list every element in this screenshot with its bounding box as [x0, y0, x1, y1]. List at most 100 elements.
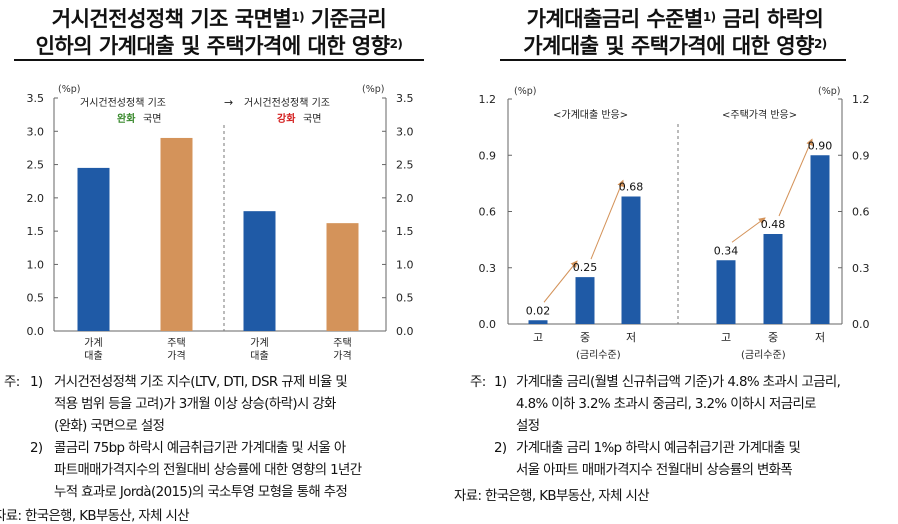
- left-title-sup2: 2): [389, 37, 403, 51]
- left-title-line2: 인하의 가계대출 및 주택가격에 대한 영향: [35, 34, 391, 58]
- right-title-sup2: 2): [813, 37, 827, 51]
- right-trend-arrow: [778, 138, 813, 217]
- left-y2-tick-label: 3.5: [396, 92, 414, 105]
- right-x-tick-label: 저: [626, 331, 636, 344]
- left-annotation-arrow: →: [224, 96, 233, 109]
- right-x-tick-label: 저: [815, 331, 825, 344]
- note-text: 거시건전성정책 기조 지수(LTV, DTI, DSR 규제 비율 및: [54, 375, 348, 390]
- right-title-line1-rest: 금리 하락의: [715, 7, 824, 31]
- note-prefix: 주:: [470, 375, 486, 390]
- left-x-tick-label: 가계: [84, 337, 102, 349]
- left-annotation-tightening-word: 강화: [277, 112, 296, 125]
- note-line: 적용 범위 등을 고려)가 3개월 이상 상승(하락)시 강화: [4, 394, 444, 416]
- note-line: 2) 콜금리 75bp 하락시 예금취급기관 가계대출 및 서울 아: [4, 438, 444, 460]
- left-y2-tick-label: 1.0: [396, 258, 414, 271]
- right-panel-label-housing: <주택가격 반응>: [722, 108, 797, 121]
- note-text: 적용 범위 등을 고려)가 3개월 이상 상승(하락)시 강화: [54, 397, 336, 412]
- right-data-label: 0.48: [761, 218, 786, 231]
- right-y2-tick-label: 0.6: [852, 206, 870, 219]
- note-marker: 2): [30, 441, 43, 456]
- right-x-tick-label: 고: [721, 331, 731, 344]
- left-x-tick-label: 주택: [167, 337, 185, 349]
- right-data-label: 0.02: [526, 304, 551, 317]
- left-source: 자료: 한국은행, KB부동산, 자체 시산: [0, 509, 190, 524]
- right-trend-arrow: [731, 217, 766, 243]
- left-x-tick-label: 가격: [333, 349, 351, 362]
- note-text: 콜금리 75bp 하락시 예금취급기관 가계대출 및 서울 아: [54, 441, 346, 456]
- left-x-tick-label: 대출: [84, 350, 102, 362]
- left-bar: [77, 167, 110, 331]
- right-x-tick-label: 중: [768, 331, 778, 344]
- right-data-label: 0.25: [573, 261, 598, 274]
- note-text: 가계대출 금리 1%p 하락시 예금취급기관 가계대출 및: [516, 441, 801, 456]
- left-bar: [326, 223, 359, 331]
- left-y-tick-label: 3.5: [27, 92, 45, 105]
- right-data-label: 0.68: [619, 181, 644, 194]
- right-bar: [621, 196, 641, 324]
- left-y2-tick-label: 0.0: [396, 325, 414, 338]
- left-bar: [160, 137, 193, 331]
- note-text: 서울 아파트 매매가격지수 전월대비 상승률의 변화폭: [516, 463, 793, 478]
- left-x-tick-label: 대출: [250, 350, 268, 362]
- note-text: 파트매매가격지수의 전월대비 상승률에 대한 영향의 1년간: [54, 463, 362, 478]
- left-y-tick-label: 2.0: [27, 192, 45, 205]
- note-line: 파트매매가격지수의 전월대비 상승률에 대한 영향의 1년간: [4, 460, 444, 482]
- left-y-tick-label: 1.0: [27, 258, 45, 271]
- left-x-tick-label: 가계: [250, 337, 268, 349]
- right-bar: [810, 155, 830, 324]
- right-y-tick-label: 0.6: [479, 206, 497, 219]
- note-marker: 1): [494, 375, 507, 390]
- left-bar: [243, 211, 276, 331]
- left-title-sup1: 1): [291, 10, 305, 24]
- right-notes: 주: 1) 가계대출 금리(월별 신규취급액 기준)가 4.8% 초과시 고금리, 4…: [470, 372, 898, 482]
- right-trend-arrows: [543, 138, 813, 303]
- left-y2-tick-label: 0.5: [396, 292, 414, 305]
- right-trend-arrow: [543, 260, 578, 303]
- left-annotation-easing-post: 국면: [143, 113, 161, 125]
- right-source: 자료: 한국은행, KB부동산, 자체 시산: [454, 489, 650, 504]
- note-text: 4.8% 이하 3.2% 초과시 중금리, 3.2% 이하시 저금리로: [516, 397, 817, 412]
- right-axes: 0.0 0.0 0.3 0.3 0.6 0.6 0.9 0.9 1.2 1.2: [479, 93, 870, 331]
- right-x-tick-label: 중: [580, 331, 590, 344]
- left-annotation-easing-pre: 거시건전성정책 기조: [80, 97, 166, 109]
- note-line: (완화) 국면으로 설정: [4, 416, 444, 438]
- note-marker: 1): [30, 375, 43, 390]
- left-x-tick-label: 주택: [333, 337, 351, 349]
- right-y2-tick-label: 0.0: [852, 318, 870, 331]
- right-y-tick-label: 0.9: [479, 149, 497, 162]
- note-line: 설정: [470, 416, 898, 438]
- right-y-unit-left: (%p): [514, 86, 536, 97]
- right-x-tick-label: 고: [533, 331, 543, 344]
- left-chart-title: 거시건전성정책 기조 국면별1) 기준금리 인하의 가계대출 및 주택가격에 대…: [0, 6, 438, 60]
- right-group-label-loans: (금리수준): [576, 349, 621, 361]
- right-group-label-housing: (금리수준): [741, 349, 786, 361]
- left-title-line1-rest: 기준금리: [304, 7, 387, 31]
- right-y-tick-label: 1.2: [479, 93, 497, 106]
- note-line: 4.8% 이하 3.2% 초과시 중금리, 3.2% 이하시 저금리로: [470, 394, 898, 416]
- right-data-label: 0.90: [808, 139, 833, 152]
- right-y2-tick-label: 0.9: [852, 149, 870, 162]
- right-y-unit-right: (%p): [818, 86, 840, 97]
- note-marker: 2): [494, 441, 507, 456]
- note-prefix: 주:: [4, 375, 20, 390]
- right-title-line1: 가계대출금리 수준별: [526, 7, 704, 31]
- right-data-label: 0.34: [714, 244, 739, 257]
- note-line: 주: 1) 가계대출 금리(월별 신규취급액 기준)가 4.8% 초과시 고금리,: [470, 372, 898, 394]
- left-y2-tick-label: 2.5: [396, 159, 414, 172]
- left-y2-tick-label: 2.0: [396, 192, 414, 205]
- left-y-tick-label: 3.0: [27, 125, 45, 138]
- right-bar: [716, 260, 736, 324]
- note-text: 가계대출 금리(월별 신규취급액 기준)가 4.8% 초과시 고금리,: [516, 375, 841, 390]
- left-axes: 0.0 0.0 0.5 0.5 1.0 1.0 1.5 1.5 2.0 2.0 2.5 2.5 3.0 3…: [27, 92, 414, 338]
- left-annotation-tightening-pre: 거시건전성정책 기조: [244, 97, 330, 109]
- left-y2-tick-label: 1.5: [396, 225, 414, 238]
- note-text: (완화) 국면으로 설정: [54, 419, 165, 434]
- note-line: 서울 아파트 매매가격지수 전월대비 상승률의 변화폭: [470, 460, 898, 482]
- left-y-tick-label: 0.0: [27, 325, 45, 338]
- left-y-tick-label: 0.5: [27, 292, 45, 305]
- left-y-tick-label: 1.5: [27, 225, 45, 238]
- left-y-tick-label: 2.5: [27, 159, 45, 172]
